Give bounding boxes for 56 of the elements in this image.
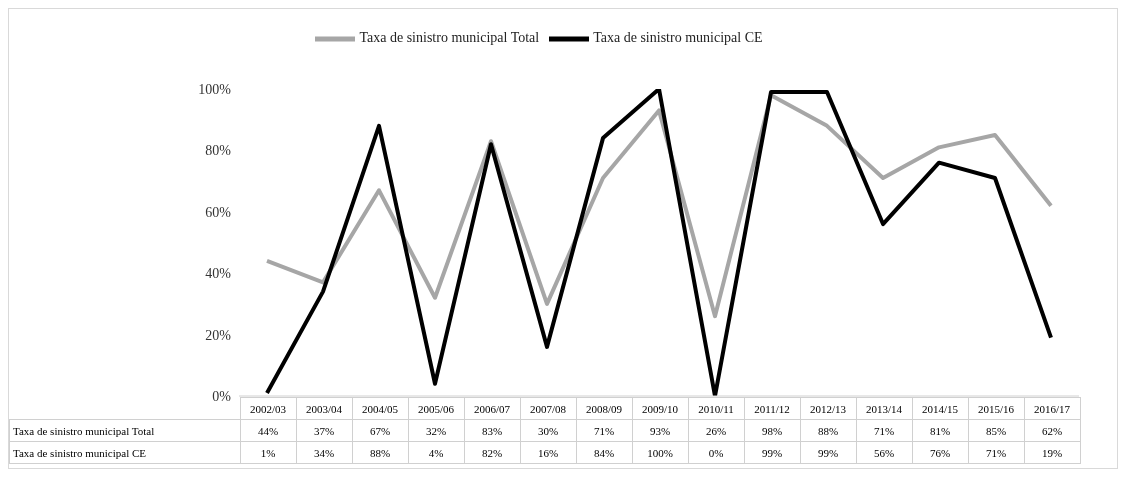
data-label: 88% [352,441,408,464]
data-label: 100% [632,441,688,464]
data-label: 62% [1024,419,1080,442]
x-tick-label: 2005/06 [408,397,464,420]
x-tick-label: 2014/15 [912,397,968,420]
x-tick-label: 2007/08 [520,397,576,420]
x-tick-label: 2002/03 [240,397,296,420]
x-tick-label: 2013/14 [856,397,912,420]
x-tick-label: 2010/11 [688,397,744,420]
data-label: 34% [296,441,352,464]
data-label: 93% [632,419,688,442]
data-label: 4% [408,441,464,464]
x-tick-label: 2004/05 [352,397,408,420]
legend-label: Taxa de sinistro municipal CE [593,30,763,46]
data-label: 71% [576,419,632,442]
data-label: 19% [1024,441,1080,464]
data-label: 16% [520,441,576,464]
data-label: 37% [296,419,352,442]
x-tick-label: 2011/12 [744,397,800,420]
y-tick-label: 60% [205,204,232,220]
data-label: 83% [464,419,520,442]
data-label: 67% [352,419,408,442]
text: Taxa de sinistro municipal CE [13,446,147,459]
data-label: 0% [688,441,744,464]
data-label: 84% [576,441,632,464]
y-tick-label: 20% [205,327,232,343]
data-label: 81% [912,419,968,442]
x-tick-label: 2008/09 [576,397,632,420]
line-series [265,89,1053,396]
data-label: 99% [744,441,800,464]
legend-label: Taxa de sinistro municipal Total [359,30,540,46]
data-label: 98% [744,419,800,442]
x-tick-label: 2003/04 [296,397,352,420]
data-label: 82% [464,441,520,464]
data-label: 30% [520,419,576,442]
y-tick-label: 80% [205,143,232,159]
x-tick-label: 2016/17 [1024,397,1080,420]
x-tick-label: 2015/16 [968,397,1024,420]
x-tick-label: 2012/13 [800,397,856,420]
data-label: 88% [800,419,856,442]
data-label: 71% [968,441,1024,464]
data-label: 71% [856,419,912,442]
y-tick-label: 0% [212,388,232,404]
text: Taxa de sinistro municipal Total [13,424,155,437]
data-label: 99% [800,441,856,464]
y-tick-label: 40% [205,266,232,282]
y-tick-label: 100% [198,81,232,97]
data-label: 26% [688,419,744,442]
data-label: 44% [240,419,296,442]
data-label: 76% [912,441,968,464]
data-label: 85% [968,419,1024,442]
data-label: 32% [408,419,464,442]
x-tick-label: 2006/07 [464,397,520,420]
data-label: 1% [240,441,296,464]
data-label: 56% [856,441,912,464]
x-tick-label: 2009/10 [632,397,688,420]
